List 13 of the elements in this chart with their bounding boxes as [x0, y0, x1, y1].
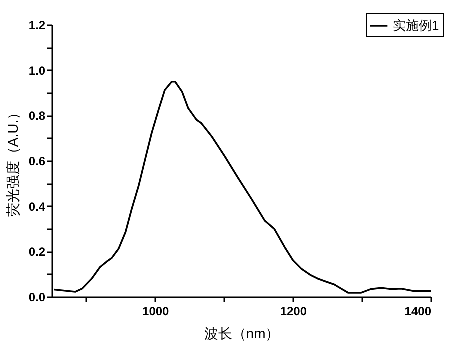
y-tick-label: 0.8	[28, 109, 46, 124]
y-tick-label: 1.0	[28, 64, 46, 78]
x-axis-title: 波长（nm）	[204, 326, 280, 342]
y-axis-title: 荧光强度（A.U.）	[4, 106, 21, 218]
x-tick-label: 1200	[280, 304, 308, 318]
x-tick-label: 1400	[404, 304, 432, 318]
y-tick-label: 0.4	[28, 200, 46, 214]
y-tick-label: 1.2	[28, 18, 46, 32]
y-tick-label: 0.2	[28, 245, 46, 260]
y-tick-label: 0.0	[28, 290, 46, 304]
y-tick-label: 0.6	[28, 154, 46, 168]
legend-label: 实施例1	[393, 18, 440, 33]
x-tick-label: 1000	[142, 304, 170, 318]
